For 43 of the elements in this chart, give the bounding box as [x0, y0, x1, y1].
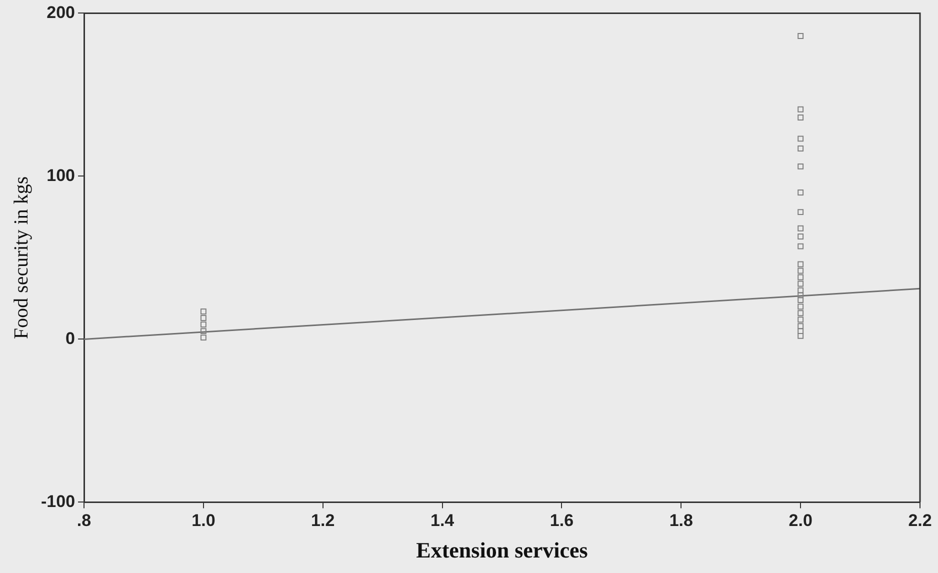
x-tick-label: 1.8	[669, 511, 693, 530]
point	[798, 209, 804, 216]
point	[798, 136, 804, 142]
point	[200, 308, 206, 314]
point	[798, 316, 804, 323]
point	[798, 274, 804, 280]
x-axis-title: Extension services	[416, 537, 588, 562]
point	[200, 315, 206, 321]
point	[798, 304, 804, 310]
y-tick-label: -100	[40, 492, 76, 511]
point	[798, 292, 804, 298]
x-tick-label: 1.4	[430, 511, 455, 530]
point	[200, 334, 206, 341]
point	[798, 33, 804, 39]
point	[798, 114, 804, 120]
point	[798, 234, 804, 240]
y-tick-label: 200	[46, 2, 76, 22]
point	[200, 322, 206, 328]
point	[798, 190, 804, 196]
y-tick-label: 0	[66, 328, 76, 348]
x-tick-label: 2.0	[788, 511, 812, 530]
point	[798, 328, 804, 334]
x-tick-label: 1.2	[311, 511, 335, 530]
point	[798, 310, 804, 316]
point	[798, 261, 804, 268]
point	[798, 225, 804, 232]
point	[798, 106, 804, 112]
point	[798, 146, 804, 152]
point	[798, 332, 804, 339]
x-tick-label: 1.6	[550, 511, 574, 530]
point	[200, 328, 206, 334]
point	[798, 287, 804, 294]
y-axis-title: Food security in kgs	[10, 176, 32, 340]
x-tick-label: .8	[76, 511, 92, 530]
point	[798, 323, 804, 330]
point	[798, 163, 804, 170]
point	[798, 268, 804, 274]
y-tick-label: 100	[46, 166, 76, 185]
point	[798, 280, 804, 287]
point	[798, 243, 804, 250]
point	[798, 297, 804, 304]
x-tick-label: 1.0	[192, 511, 216, 530]
x-tick-label: 2.2	[908, 511, 932, 530]
